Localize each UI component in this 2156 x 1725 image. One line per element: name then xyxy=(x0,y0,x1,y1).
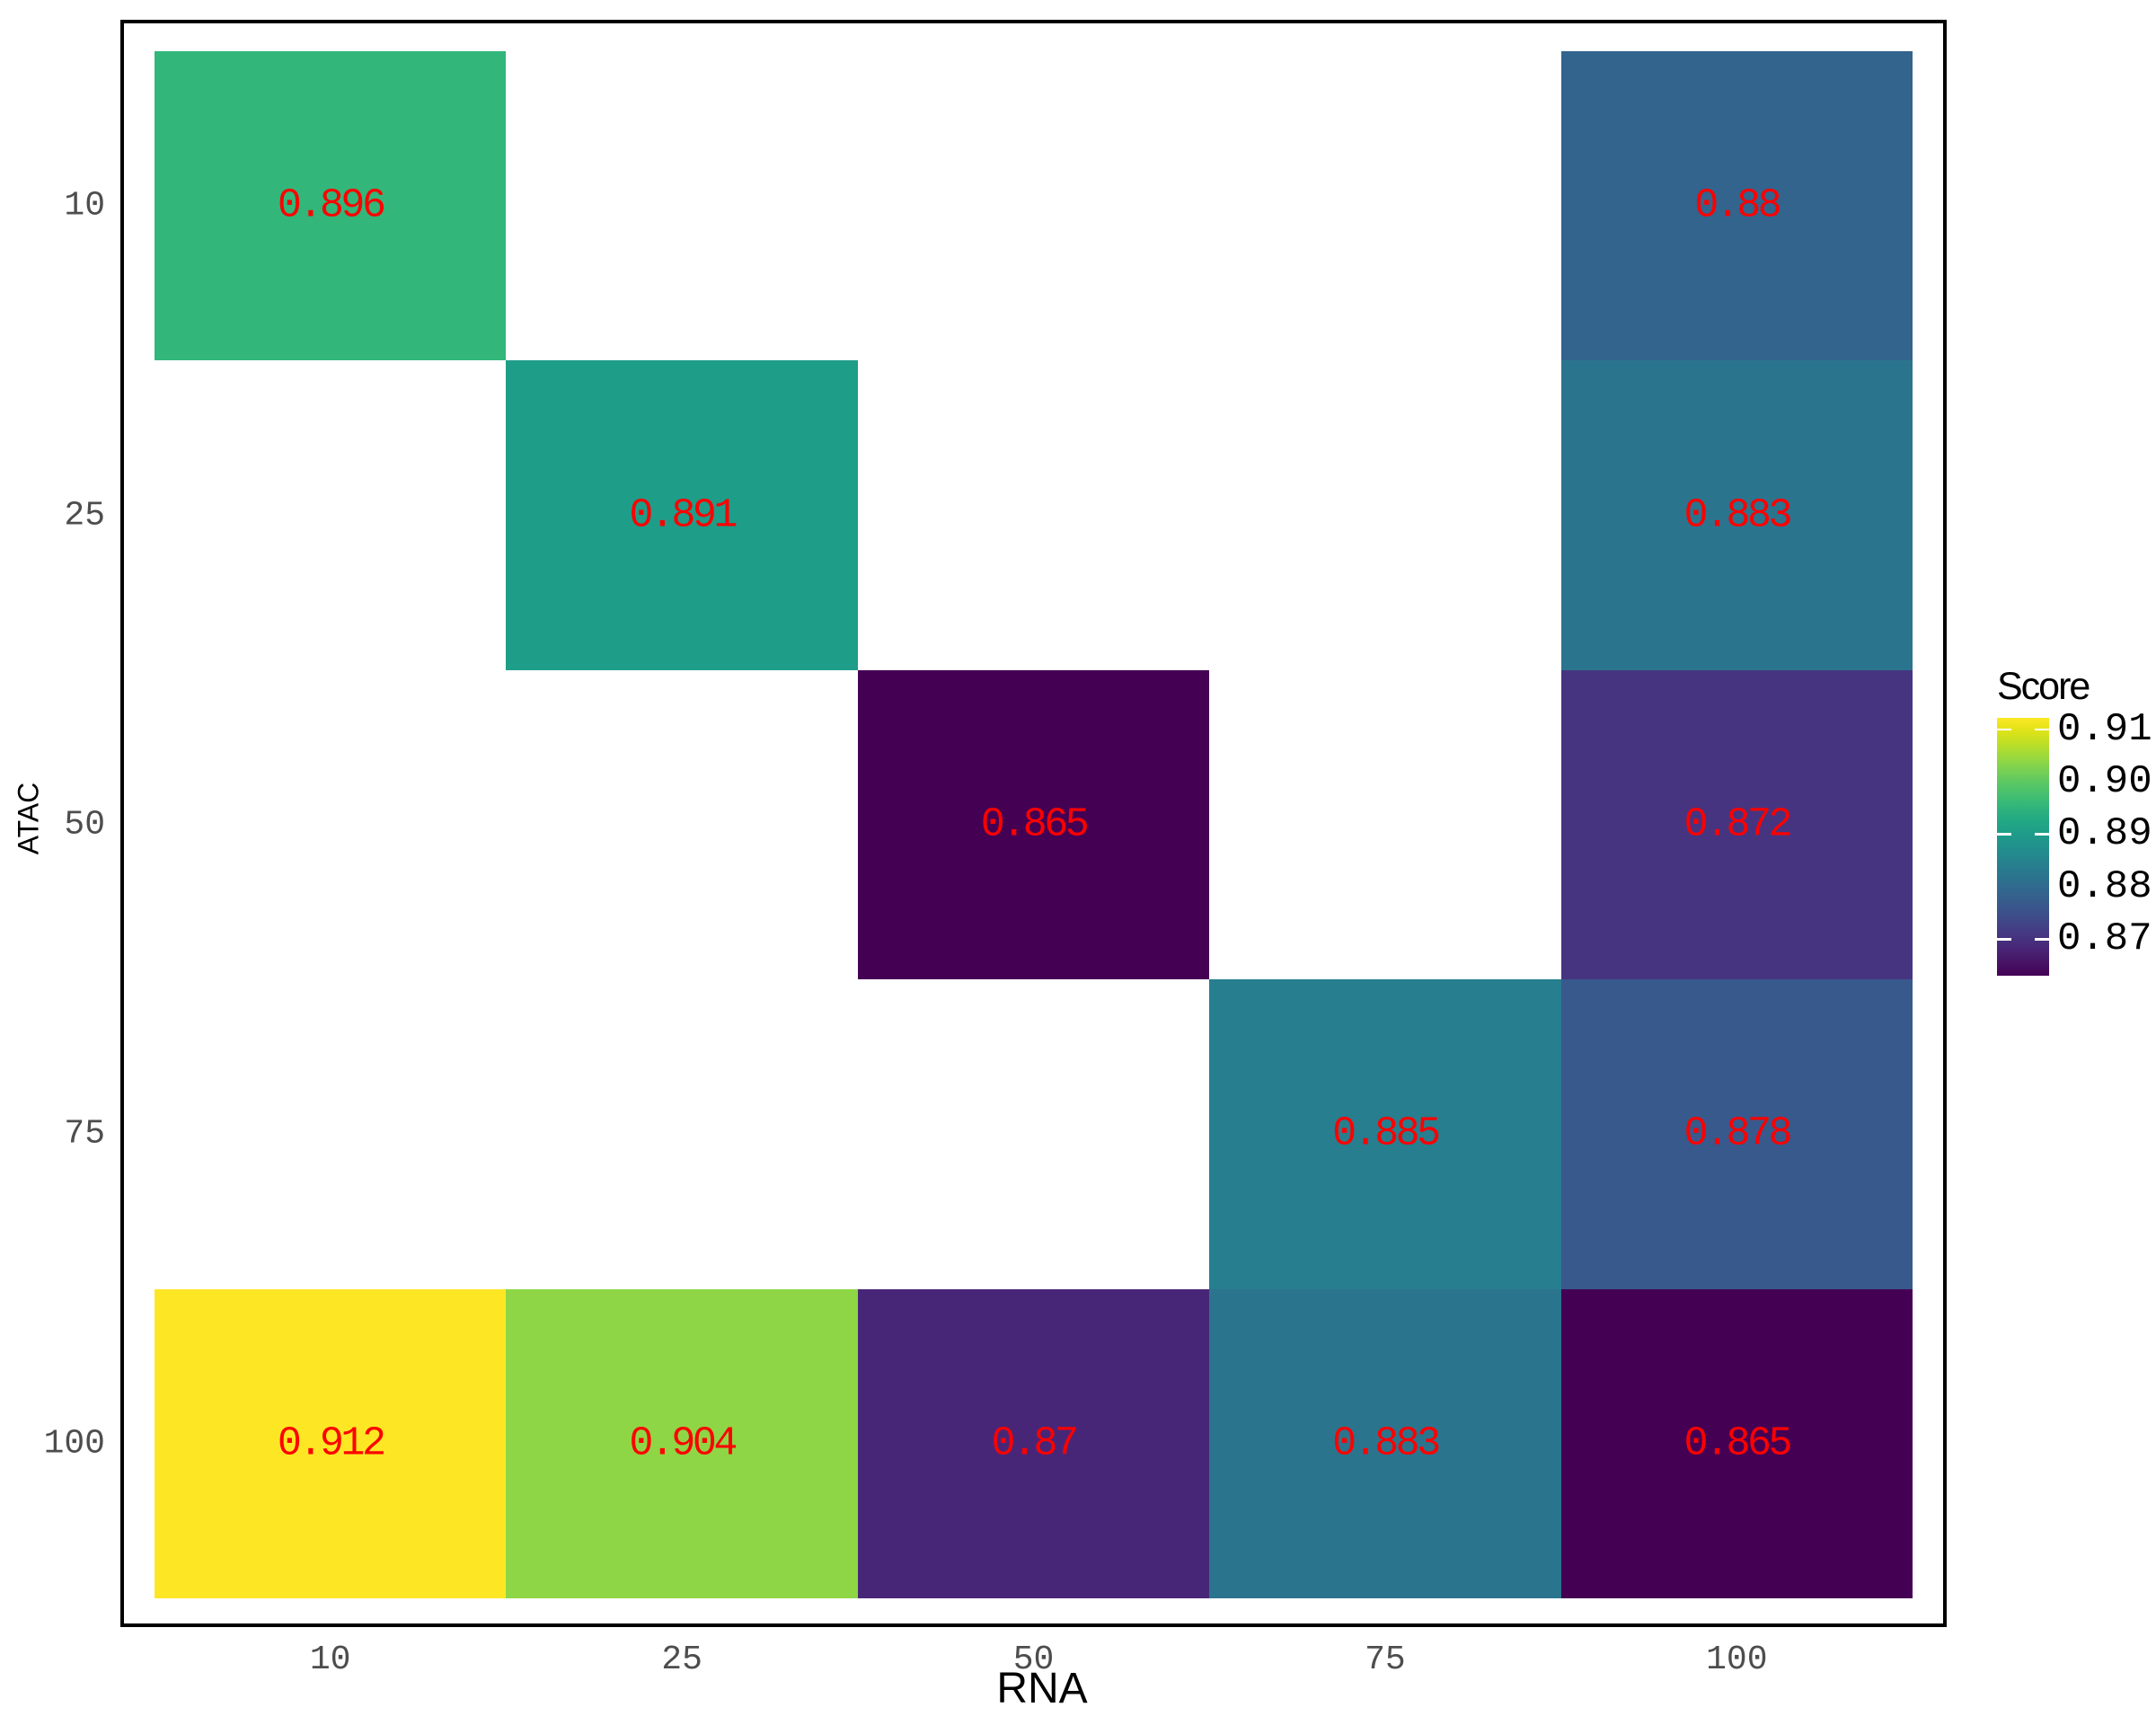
svg-text:ATAC: ATAC xyxy=(12,783,44,855)
